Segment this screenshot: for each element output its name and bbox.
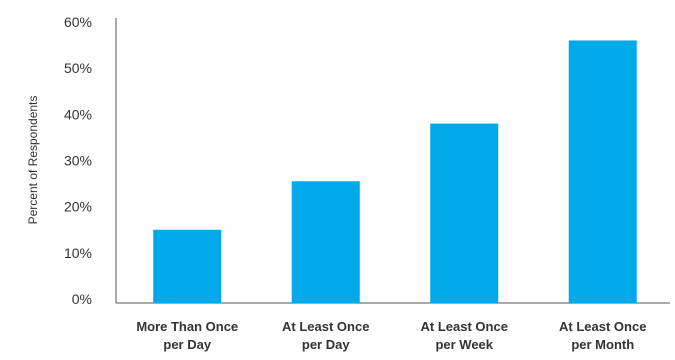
category-labels: More Than Once per Day At Least Once per Da…	[136, 319, 646, 352]
category-label: per Day	[302, 337, 350, 352]
bar	[153, 229, 222, 303]
y-tick-label: 60%	[64, 14, 92, 30]
bar	[568, 40, 637, 303]
bars	[153, 40, 637, 303]
y-tick-label: 10%	[64, 245, 92, 261]
y-tick-label: 20%	[64, 199, 92, 215]
category-label: At Least Once	[282, 319, 369, 334]
category-label: At Least Once	[559, 319, 646, 334]
bar	[430, 123, 499, 303]
category-label: per Week	[435, 337, 493, 352]
y-tick-label: 0%	[72, 291, 92, 307]
category-label: At Least Once	[421, 319, 508, 334]
category-label: More Than Once	[136, 319, 238, 334]
y-tick-labels: 0% 10% 20% 30% 40% 50% 60%	[64, 14, 92, 307]
category-label: per Day	[163, 337, 211, 352]
category-label: per Month	[571, 337, 634, 352]
y-tick-label: 40%	[64, 106, 92, 122]
bar	[291, 181, 360, 303]
y-axis-label: Percent of Respondents	[26, 96, 40, 225]
y-tick-label: 30%	[64, 153, 92, 169]
y-tick-label: 50%	[64, 60, 92, 76]
